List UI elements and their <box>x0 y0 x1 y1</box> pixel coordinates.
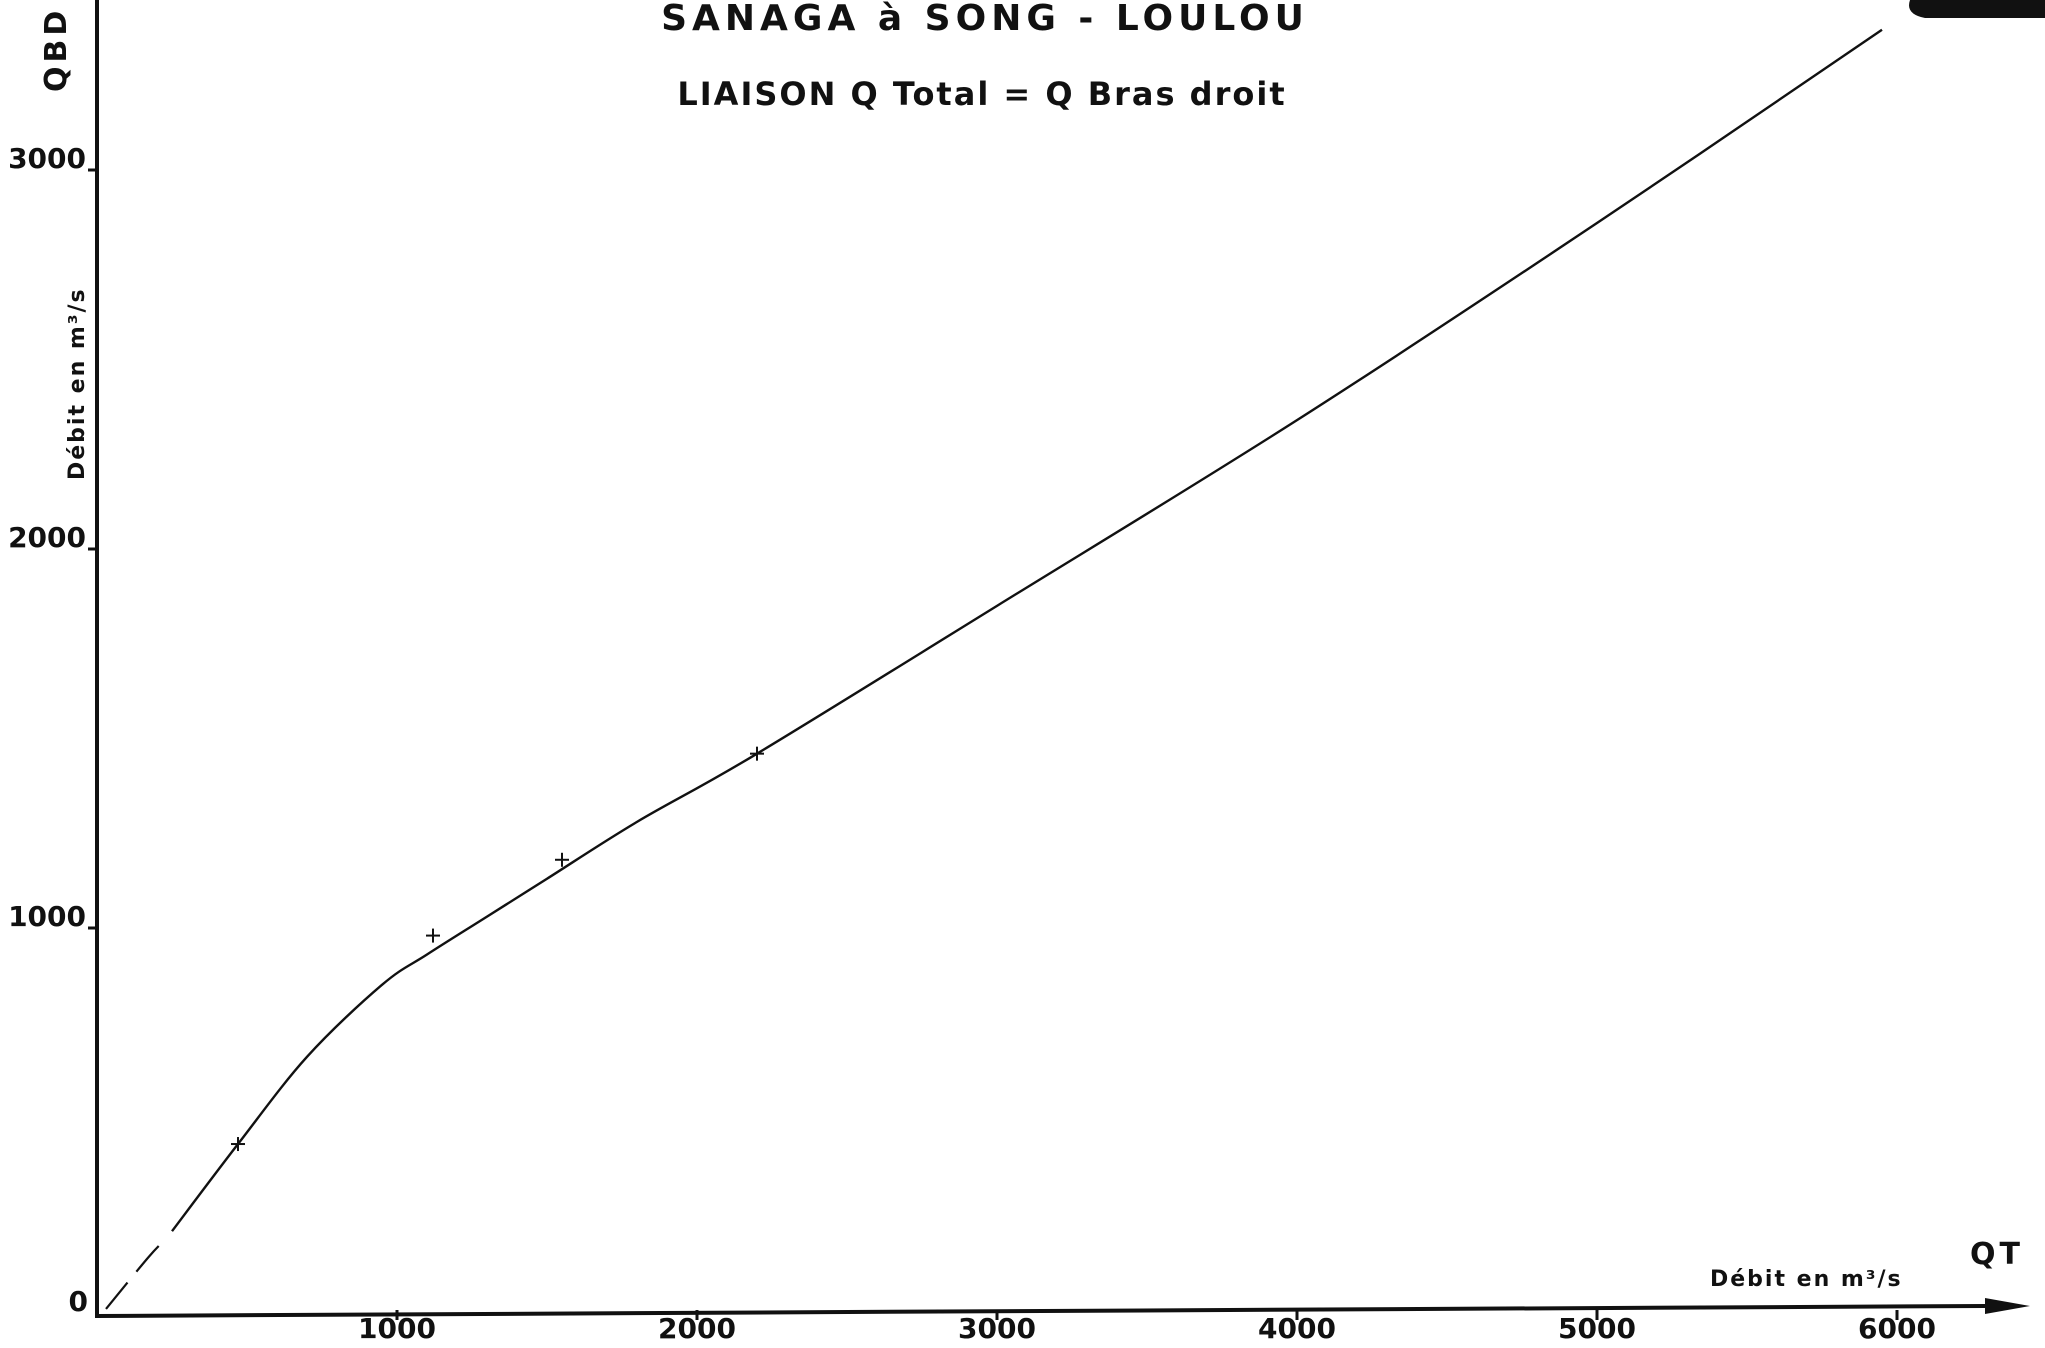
extrapolated-curve-dashed <box>105 1238 167 1310</box>
points-group <box>231 746 764 1152</box>
ticks-group: 1000 2000 3000 4000 5000 6000 0 1000 2000 3000 <box>8 142 1936 1345</box>
data-point-3 <box>555 852 569 867</box>
x-tick-label-3000: 3000 <box>958 1312 1036 1345</box>
chart-title: SANAGA à SONG - LOULOU <box>661 0 1309 39</box>
y-tick-label-3000: 3000 <box>8 142 86 175</box>
y-tick-label-1000: 1000 <box>8 900 86 933</box>
x-tick-label-4000: 4000 <box>1258 1312 1336 1345</box>
x-tick-label-2000: 2000 <box>658 1312 736 1345</box>
x-axis-arrowhead <box>1985 1298 2030 1314</box>
x-tick-label-1000: 1000 <box>358 1312 436 1345</box>
chart-subtitle: LIAISON Q Total = Q Bras droit <box>677 75 1286 113</box>
x-tick-label-5000: 5000 <box>1558 1312 1636 1345</box>
y-tick-label-0: 0 <box>69 1285 88 1318</box>
corner-tab-shape <box>1909 0 2045 18</box>
data-point-2 <box>426 928 440 943</box>
y-axis-name: QBD <box>39 7 74 92</box>
x-axis-name: QT <box>1970 1237 2024 1272</box>
curves-group <box>105 28 1883 1310</box>
y-axis-label: Débit en m³/s <box>65 287 90 480</box>
x-tick-label-6000: 6000 <box>1858 1312 1936 1345</box>
y-tick-label-2000: 2000 <box>8 521 86 554</box>
relation-curve <box>171 28 1883 1232</box>
data-point-1 <box>231 1137 245 1152</box>
data-point-4 <box>750 746 764 761</box>
x-axis-label: Débit en m³/s <box>1710 1267 1903 1292</box>
x-axis-line <box>96 1304 1986 1318</box>
